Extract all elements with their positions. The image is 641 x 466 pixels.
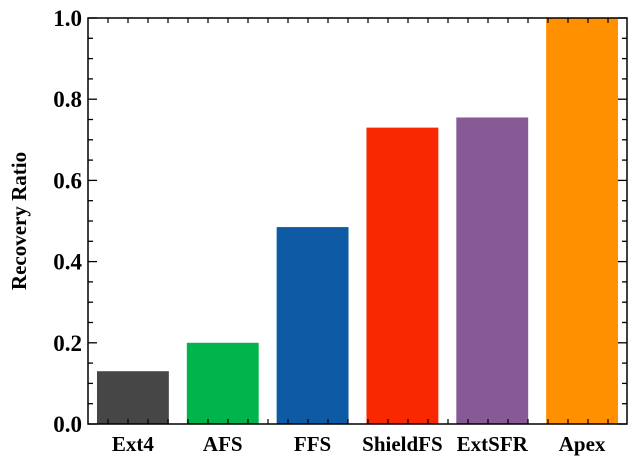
bar-ffs [276,227,349,424]
x-category-label-afs: AFS [203,432,243,456]
bars [96,18,619,425]
y-tick-label: 0.8 [53,87,82,112]
axis-ticks [88,17,627,425]
x-category-label-ffs: FFS [294,432,331,456]
y-tick-label: 1.0 [53,6,82,31]
x-category-label-shieldfs: ShieldFS [362,432,443,456]
x-category-labels: Ext4 AFS FFS ShieldFS ExtSFR Apex [112,432,606,456]
x-category-label-apex: Apex [559,432,606,456]
x-category-label-extsfr: ExtSFR [457,432,529,456]
x-category-label-ext4: Ext4 [112,432,155,456]
y-tick-label: 0.6 [53,168,82,193]
bar-ext4 [96,371,169,424]
y-tick-label: 0.4 [53,250,82,275]
bar-afs [186,342,259,424]
y-tick-label: 0.2 [53,331,82,356]
bar-shieldfs [366,127,439,425]
y-tick-labels: 0.0 0.2 0.4 0.6 0.8 1.0 [53,6,82,437]
plot-frame [87,17,628,425]
bar-extsfr [456,117,529,424]
bar-apex [546,18,619,424]
y-tick-label: 0.0 [53,412,82,437]
y-axis-title: Recovery Ratio [7,152,31,290]
